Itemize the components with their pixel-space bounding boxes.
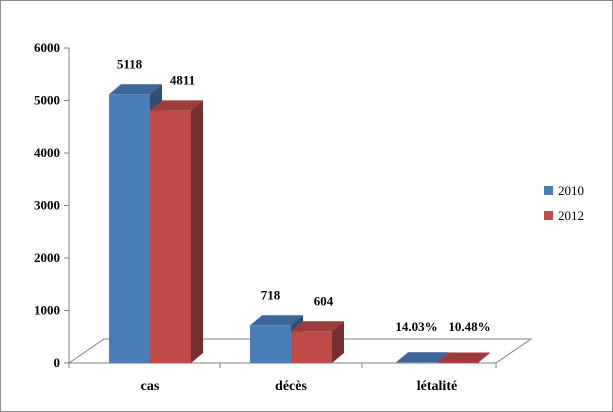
legend-label-2010: 2010: [558, 183, 584, 198]
bar-top: [291, 321, 344, 332]
y-tick-label: 2000: [34, 250, 60, 265]
bar-side: [478, 352, 490, 363]
legend-swatch-2012: [544, 211, 553, 220]
bar-2012-cas: [150, 100, 203, 364]
bar-top: [150, 100, 203, 111]
bar-front: [150, 110, 191, 363]
data-label: 604: [314, 293, 334, 308]
bar-2012-décès: [291, 321, 344, 363]
bar-front: [396, 362, 437, 363]
data-label: 5118: [117, 56, 143, 71]
data-label: 718: [261, 287, 281, 302]
data-label: 4811: [170, 72, 195, 87]
y-tick-label: 1000: [34, 303, 60, 318]
bar-front: [437, 362, 478, 363]
bar-top: [396, 352, 449, 363]
data-label: 10.48%: [448, 319, 490, 334]
bar-top: [109, 84, 162, 95]
legend-label-2012: 2012: [558, 208, 584, 223]
legend-swatch-2010: [544, 186, 553, 195]
y-tick-label: 6000: [34, 40, 60, 55]
bar-top: [250, 315, 303, 326]
bar-top: [437, 352, 490, 363]
y-tick-label: 0: [54, 355, 61, 370]
bar-side: [332, 321, 344, 363]
y-tick-label: 4000: [34, 145, 60, 160]
bar-side: [191, 100, 203, 364]
data-label: 14.03%: [395, 319, 437, 334]
bar-front: [109, 94, 150, 364]
bar-2012-létalité: [437, 352, 490, 363]
category-label: létalité: [417, 379, 457, 394]
bar-front: [250, 325, 291, 363]
bar-front: [291, 331, 332, 363]
category-label: décès: [275, 379, 307, 394]
y-tick-label: 3000: [34, 198, 60, 213]
y-tick-label: 5000: [34, 93, 60, 108]
category-label: cas: [141, 379, 160, 394]
